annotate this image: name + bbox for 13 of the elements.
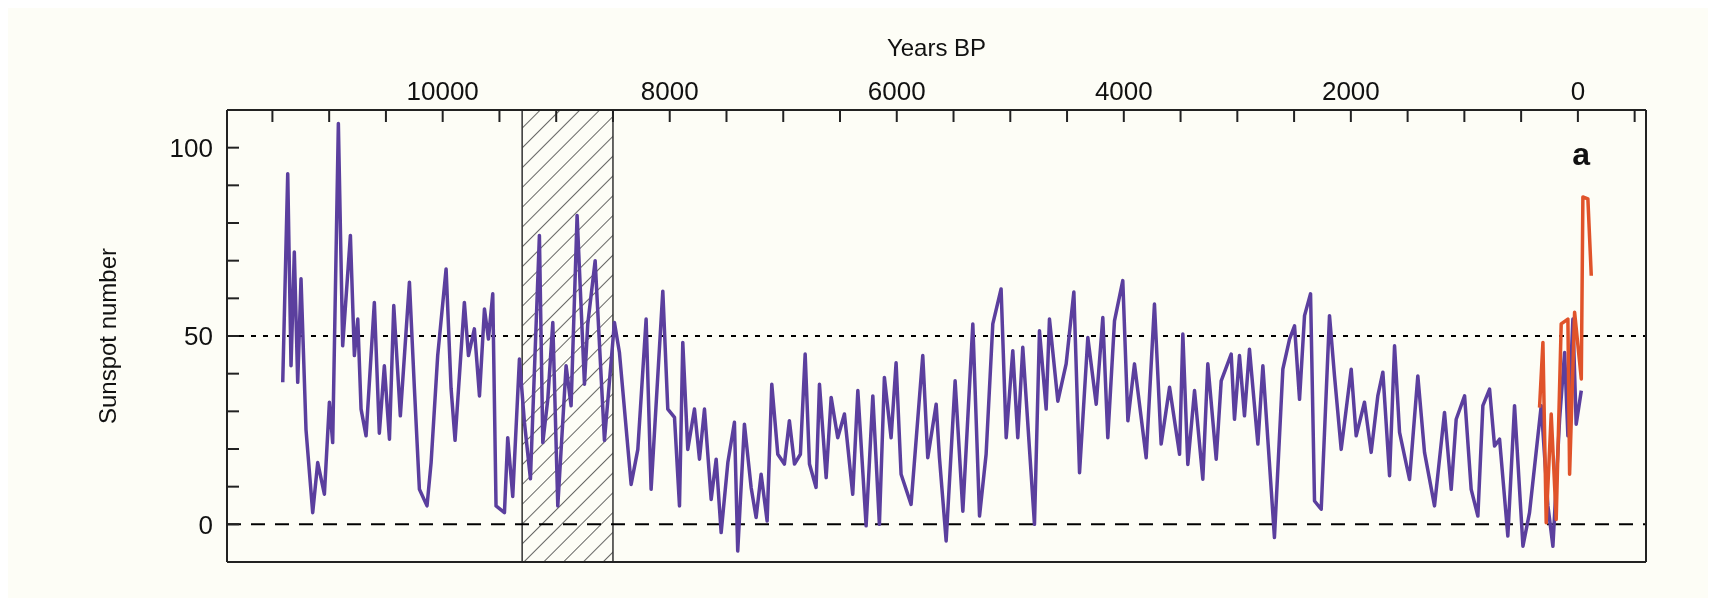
y-tick-label: 100 — [169, 132, 213, 163]
line-series — [1537, 195, 1594, 525]
x-tick-label: 2000 — [1321, 76, 1380, 106]
x-tick-label: 8000 — [640, 76, 699, 106]
x-tick-label: 6000 — [867, 76, 926, 106]
x-tick-label: 10000 — [406, 76, 479, 106]
y-axis-title: Sunspot number — [93, 247, 121, 425]
y-tick-label: 50 — [184, 321, 213, 352]
x-tick-label: 0 — [1570, 76, 1586, 106]
y-tick-label: 0 — [198, 509, 213, 540]
x-tick-label: 4000 — [1094, 76, 1153, 106]
annotation: a — [1572, 136, 1590, 173]
x-axis-title: Years BP — [886, 34, 987, 61]
